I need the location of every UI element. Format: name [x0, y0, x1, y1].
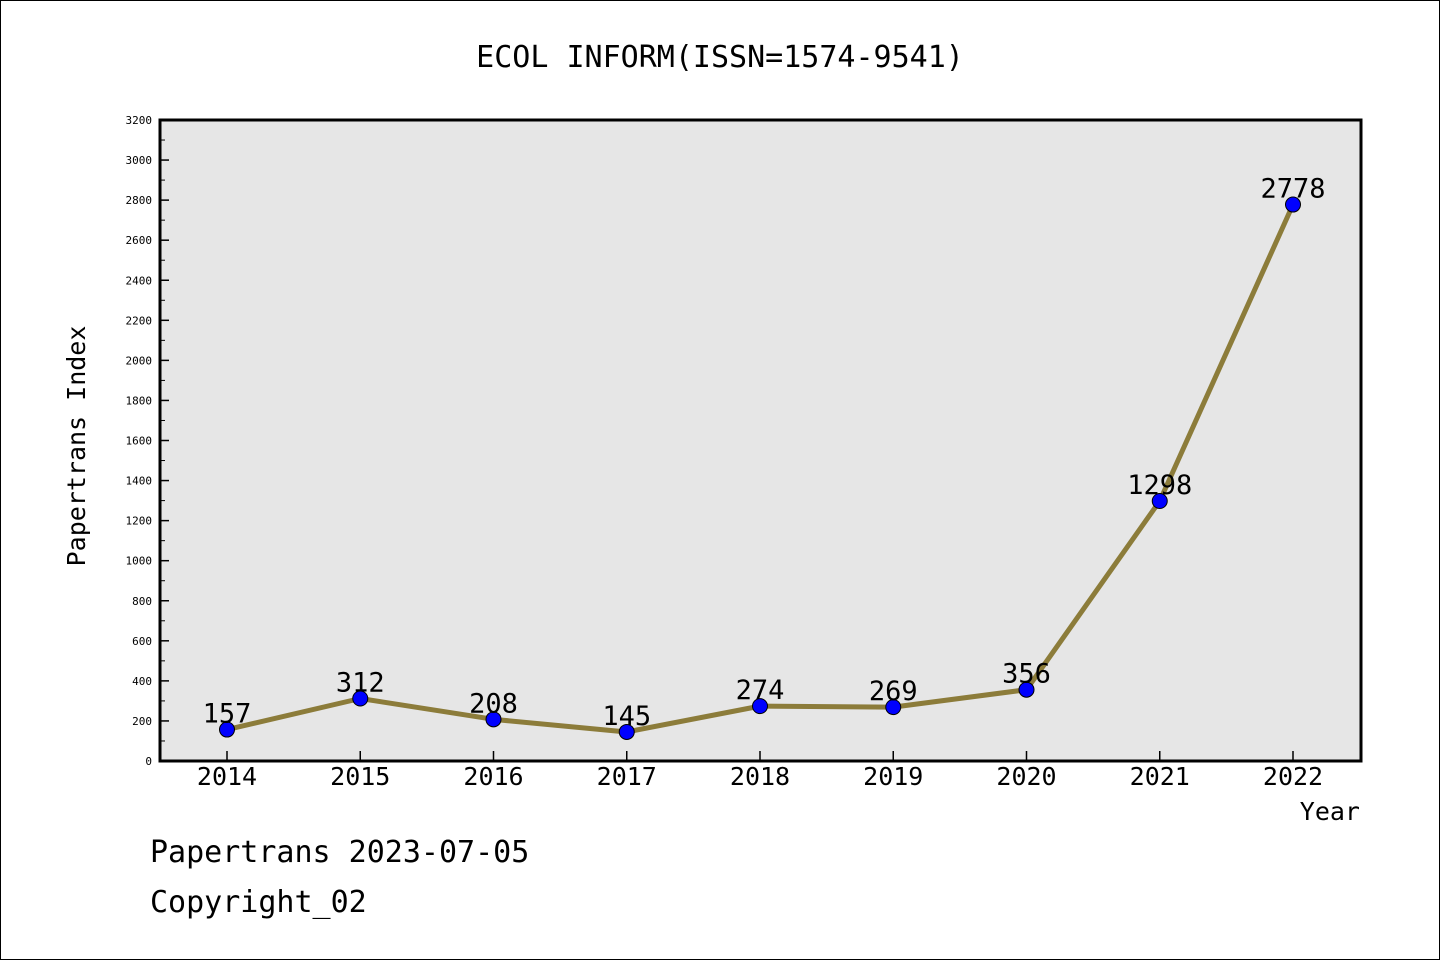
data-label: 312: [336, 668, 385, 699]
data-labels: 157 312 208 145 274 269 356 1298 2778: [203, 174, 1326, 732]
data-label: 208: [469, 688, 518, 719]
y-tick-label: 400: [132, 675, 152, 688]
data-label: 356: [1002, 659, 1051, 690]
data-point: [752, 698, 768, 715]
y-tick-label: 2800: [126, 194, 153, 207]
data-markers: [219, 196, 1301, 740]
y-tick-label: 0: [145, 755, 152, 768]
footer-copyright: Copyright_02: [150, 885, 367, 920]
data-point: [485, 711, 502, 728]
y-axis: 0 200 400 600 800 1000 1200 1400 1600 1800 2000 220…: [126, 114, 169, 768]
x-tick-label: 2022: [1263, 762, 1323, 791]
y-tick-label: 2000: [126, 354, 153, 367]
data-label: 269: [869, 676, 918, 707]
data-point: [618, 723, 635, 740]
x-tick-label: 2019: [863, 762, 923, 791]
y-tick-label: 1800: [126, 394, 153, 407]
x-tick-label: 2014: [197, 762, 257, 791]
y-tick-label: 200: [132, 715, 152, 728]
y-tick-label: 1200: [126, 515, 153, 528]
y-tick-label: 3000: [126, 154, 153, 167]
data-label: 274: [736, 675, 785, 706]
y-axis-label: Papertrans Index: [62, 326, 91, 567]
x-axis: 2014 2015 2016 2017 2018 2019 2020 2021 2022: [197, 751, 1323, 791]
y-tick-label: 1600: [126, 435, 153, 448]
data-label: 145: [602, 701, 651, 732]
x-tick-label: 2015: [330, 762, 390, 791]
data-point: [885, 699, 902, 716]
data-point: [1018, 681, 1035, 698]
y-tick-label: 600: [132, 635, 152, 648]
x-tick-label: 2016: [463, 762, 523, 791]
y-tick-label: 3200: [126, 114, 153, 127]
plot-area: [158, 118, 1363, 763]
chart-title: ECOL INFORM(ISSN=1574-9541): [476, 40, 964, 75]
x-tick-label: 2020: [996, 762, 1056, 791]
x-tick-label: 2021: [1130, 762, 1190, 791]
x-tick-label: 2018: [730, 762, 790, 791]
data-label: 1298: [1127, 470, 1192, 501]
y-tick-label: 2600: [126, 234, 153, 247]
x-tick-label: 2017: [597, 762, 657, 791]
footer-date: Papertrans 2023-07-05: [150, 835, 530, 870]
data-point: [352, 690, 369, 707]
y-tick-label: 2200: [126, 314, 153, 327]
y-tick-label: 2400: [126, 274, 153, 287]
data-point: [1285, 196, 1301, 213]
data-point: [1151, 492, 1168, 509]
data-label: 157: [203, 699, 252, 730]
y-tick-label: 800: [132, 595, 152, 608]
y-tick-label: 1000: [126, 555, 153, 568]
y-tick-label: 1400: [126, 475, 153, 488]
data-label: 2778: [1260, 174, 1325, 205]
x-axis-label: Year: [1300, 797, 1360, 826]
data-point: [219, 721, 235, 738]
